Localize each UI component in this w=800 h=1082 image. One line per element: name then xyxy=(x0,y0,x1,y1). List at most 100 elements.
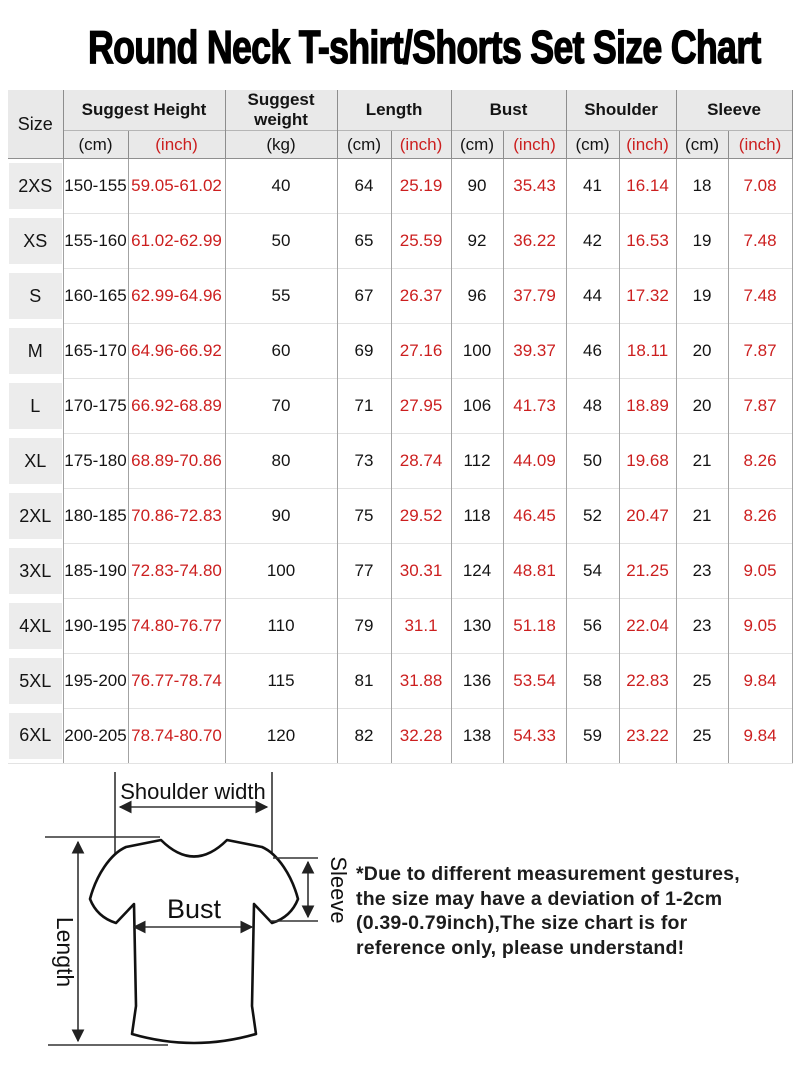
value-cell: 7.48 xyxy=(727,213,793,269)
measurement-diagram-section: Shoulder width Length Bust Sleeve *Due t… xyxy=(0,766,800,1066)
value-cell: 59.05-61.02 xyxy=(127,158,226,214)
unit-bust-cm: (cm) xyxy=(450,130,504,159)
size-label-cell: L xyxy=(8,378,63,434)
value-cell: 75 xyxy=(336,488,392,544)
tshirt-measurement-diagram: Shoulder width Length Bust Sleeve xyxy=(45,772,351,1046)
header-unit-row: (cm) (inch) (kg) (cm) (inch) (cm) (inch)… xyxy=(8,130,793,159)
value-cell: 20 xyxy=(675,323,729,379)
value-cell: 67 xyxy=(336,268,392,324)
value-cell: 25.59 xyxy=(390,213,452,269)
value-cell: 48.81 xyxy=(502,543,567,599)
table-row: XS 155-160 61.02-62.99 50 65 25.59 92 36.22 42 16… xyxy=(8,213,793,269)
value-cell: 74.80-76.77 xyxy=(127,598,226,654)
value-cell: 180-185 xyxy=(62,488,128,544)
header-sleeve: Sleeve xyxy=(675,90,793,131)
value-cell: 53.54 xyxy=(502,653,567,709)
size-chip: 2XS xyxy=(9,163,62,210)
value-cell: 106 xyxy=(450,378,504,434)
value-cell: 7.87 xyxy=(727,378,793,434)
value-cell: 25 xyxy=(675,708,729,764)
table-row: 2XL 180-185 70.86-72.83 90 75 29.52 118 46.45 52… xyxy=(8,488,793,544)
size-chip: 4XL xyxy=(9,603,62,649)
value-cell: 115 xyxy=(224,653,338,709)
table-row: S 160-165 62.99-64.96 55 67 26.37 96 37.79 44 17.… xyxy=(8,268,793,324)
value-cell: 54 xyxy=(565,543,620,599)
unit-length-cm: (cm) xyxy=(336,130,392,159)
value-cell: 82 xyxy=(336,708,392,764)
header-bust: Bust xyxy=(450,90,567,131)
value-cell: 90 xyxy=(224,488,338,544)
value-cell: 7.87 xyxy=(727,323,793,379)
value-cell: 36.22 xyxy=(502,213,567,269)
value-cell: 51.18 xyxy=(502,598,567,654)
value-cell: 73 xyxy=(336,433,392,489)
value-cell: 23.22 xyxy=(618,708,677,764)
size-label-cell: 3XL xyxy=(8,543,63,599)
size-chart-page: Round Neck T-shirt/Shorts Set Size Chart… xyxy=(0,10,800,1066)
size-label-cell: 2XL xyxy=(8,488,63,544)
value-cell: 68.89-70.86 xyxy=(127,433,226,489)
value-cell: 19.68 xyxy=(618,433,677,489)
value-cell: 160-165 xyxy=(62,268,128,324)
unit-height-cm: (cm) xyxy=(62,130,128,159)
value-cell: 64 xyxy=(336,158,392,214)
value-cell: 81 xyxy=(336,653,392,709)
value-cell: 16.14 xyxy=(618,158,677,214)
value-cell: 66.92-68.89 xyxy=(127,378,226,434)
value-cell: 27.16 xyxy=(390,323,452,379)
value-cell: 40 xyxy=(224,158,338,214)
unit-shoulder-inch: (inch) xyxy=(618,130,677,159)
value-cell: 9.84 xyxy=(727,653,793,709)
size-chip: 3XL xyxy=(9,548,62,594)
value-cell: 110 xyxy=(224,598,338,654)
value-cell: 61.02-62.99 xyxy=(127,213,226,269)
value-cell: 118 xyxy=(450,488,504,544)
value-cell: 7.48 xyxy=(727,268,793,324)
size-label-cell: 2XS xyxy=(8,158,63,214)
tshirt-outline xyxy=(88,838,300,1045)
value-cell: 70.86-72.83 xyxy=(127,488,226,544)
size-label-cell: 6XL xyxy=(8,708,63,764)
value-cell: 52 xyxy=(565,488,620,544)
value-cell: 54.33 xyxy=(502,708,567,764)
value-cell: 72.83-74.80 xyxy=(127,543,226,599)
size-chip: 5XL xyxy=(9,658,62,704)
size-chip: 2XL xyxy=(9,493,62,539)
table-row: 5XL 195-200 76.77-78.74 115 81 31.88 136 53.54 5… xyxy=(8,653,793,709)
unit-sleeve-cm: (cm) xyxy=(675,130,729,159)
value-cell: 8.26 xyxy=(727,488,793,544)
value-cell: 46 xyxy=(565,323,620,379)
size-chip: XS xyxy=(9,218,62,264)
value-cell: 170-175 xyxy=(62,378,128,434)
value-cell: 35.43 xyxy=(502,158,567,214)
sleeve-label: Sleeve xyxy=(326,856,351,923)
unit-shoulder-cm: (cm) xyxy=(565,130,620,159)
value-cell: 31.88 xyxy=(390,653,452,709)
size-chip: XL xyxy=(9,438,62,484)
value-cell: 8.26 xyxy=(727,433,793,489)
value-cell: 27.95 xyxy=(390,378,452,434)
header-size: Size xyxy=(8,90,63,159)
value-cell: 37.79 xyxy=(502,268,567,324)
value-cell: 29.52 xyxy=(390,488,452,544)
value-cell: 9.84 xyxy=(727,708,793,764)
value-cell: 22.04 xyxy=(618,598,677,654)
value-cell: 92 xyxy=(450,213,504,269)
value-cell: 44 xyxy=(565,268,620,324)
note-line: the size may have a deviation of 1-2cm xyxy=(356,887,723,910)
size-chip: L xyxy=(9,383,62,429)
size-label-cell: 4XL xyxy=(8,598,63,654)
value-cell: 19 xyxy=(675,268,729,324)
header-shoulder: Shoulder xyxy=(565,90,677,131)
table-row: XL 175-180 68.89-70.86 80 73 28.74 112 44.09 50 1… xyxy=(8,433,793,489)
value-cell: 19 xyxy=(675,213,729,269)
value-cell: 124 xyxy=(450,543,504,599)
value-cell: 136 xyxy=(450,653,504,709)
value-cell: 21 xyxy=(675,433,729,489)
value-cell: 20.47 xyxy=(618,488,677,544)
value-cell: 60 xyxy=(224,323,338,379)
value-cell: 20 xyxy=(675,378,729,434)
value-cell: 58 xyxy=(565,653,620,709)
value-cell: 100 xyxy=(450,323,504,379)
note-line: (0.39-0.79inch),The size chart is for xyxy=(356,912,688,934)
